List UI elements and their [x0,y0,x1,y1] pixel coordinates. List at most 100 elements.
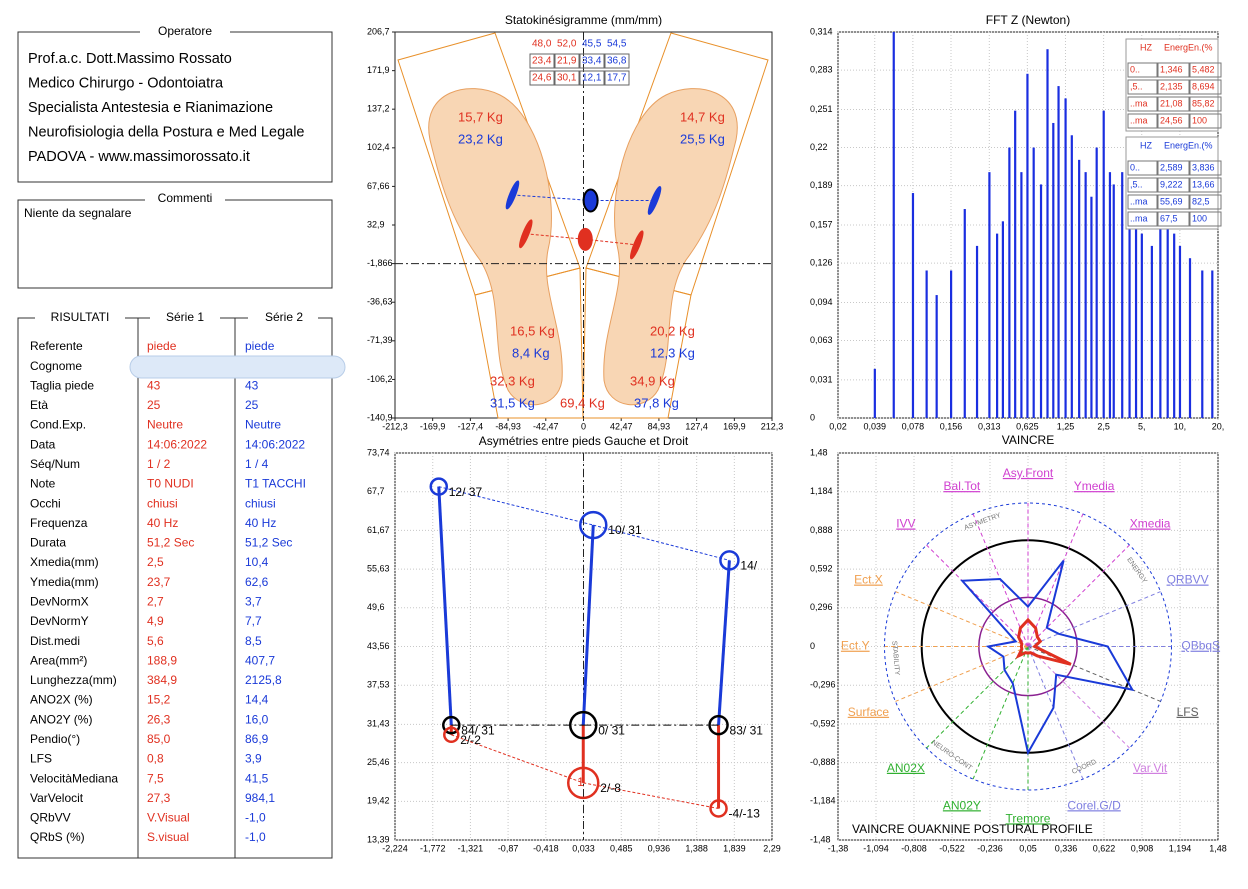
axis-label: Var.Vit [1133,761,1168,775]
serie1-value: 27,3 [147,791,171,805]
row-label: LFS [30,752,52,766]
cell [604,70,630,86]
cell-text: 33,4 [582,56,602,67]
operator-line: Medico Chirurgo - Odontoiatra [28,75,224,91]
row-label: DevNormY [30,614,89,628]
cell-text: 36,8 [607,56,627,67]
serie2-value: 8,5 [245,634,262,648]
y-tick-label: 67,7 [367,486,385,496]
link [717,560,731,726]
legend-cell [1189,177,1222,193]
cell-text: 45,5 [582,39,602,50]
link [593,524,730,561]
x-tick-label: 0,078 [902,421,925,431]
x-axis-label: VAINCRE [1002,433,1054,447]
row-label: Durata [30,536,66,550]
serie2-value: 25 [245,398,259,412]
row-label: Séq/Num [30,457,80,471]
axis-label: Ect.Y [841,639,870,653]
y-tick-label: 0,592 [810,563,833,573]
cell-text: 17,7 [607,73,627,84]
x-tick-label: 1,388 [685,843,708,853]
legend-box [1125,38,1219,132]
legend-cell [1127,96,1158,112]
bar [1026,73,1029,419]
axis-label: QBbqS [1181,639,1220,653]
legend-cell-text: 85,82 [1192,98,1215,108]
serie1-value: 25 [147,398,161,412]
y-tick-label: 0 [810,412,815,422]
serie2-value: 3,7 [245,594,262,608]
sway-point [647,186,662,215]
bar [1046,49,1049,418]
bar [892,32,895,418]
x-tick-label: 0,156 [940,421,963,431]
point [719,550,740,571]
serie1-value: 1 / 2 [147,457,171,471]
y-tick-label: 0,22 [810,142,828,152]
legend-cell-text: ..ma [1130,115,1148,125]
row-label: Dist.medi [30,634,80,648]
legend-cell [1189,79,1222,95]
legend-cell [1189,160,1222,176]
serie2-value: 62,6 [245,575,269,589]
spoke [1027,513,1084,647]
row-label: Cognome [30,359,82,373]
serie2-value: 7,7 [245,614,262,628]
x-tick-label: 5, [1138,421,1146,431]
point-label: 12/ 37 [449,485,483,499]
sway-point [519,219,533,249]
bar [1201,270,1204,418]
legend-cell [1189,113,1222,129]
sway-point [582,188,599,213]
bar [1008,147,1011,418]
legend-cell [1189,211,1222,227]
serie2-value: 3,9 [245,752,262,766]
serie1-value: 0,8 [147,752,164,766]
cell [529,70,555,86]
x-tick-label: -1,094 [863,843,889,853]
weight-label: 15,7 Kg [458,109,503,124]
cell [604,53,630,69]
x-tick-label: 0,625 [1016,421,1039,431]
legend-header: EnergEn.(% [1164,42,1213,52]
x-tick-label: 0,033 [572,843,595,853]
weight-label: 37,8 Kg [634,395,679,410]
x-tick-label: 20, [1212,421,1225,431]
legend-cell [1157,177,1190,193]
point [708,714,729,736]
legend-cell-text: 100 [1192,213,1207,223]
y-tick-label: 0,251 [810,104,833,114]
row-label: ANO2Y (%) [30,712,92,726]
x-tick-label: -84,93 [495,421,521,431]
bar [996,233,999,418]
cell-text: 30,1 [557,73,577,84]
x-tick-label: 2,29 [763,843,781,853]
row-label: ANO2X (%) [30,693,93,707]
chart-title: Statokinésigramme (mm/mm) [505,13,662,27]
selection-box[interactable] [129,355,346,379]
axis-label: AN02X [887,761,925,775]
serie1-value: V.Visual [147,811,190,825]
x-tick-label: -212,3 [382,421,408,431]
row-label: Taglia piede [30,378,94,392]
y-tick-label: 206,7 [367,26,390,36]
legend-cell [1127,62,1158,78]
spoke [1027,544,1130,647]
sway-point [505,180,520,210]
legend-cell-text: 3,836 [1192,162,1215,172]
bar [1039,184,1043,418]
point-label: 1 [577,775,584,789]
bar [1112,184,1115,418]
serie1-value: 15,2 [147,693,171,707]
y-tick-label: 37,53 [367,680,390,690]
x-tick-label: 0,622 [1093,843,1116,853]
y-tick-label: -140,9 [367,412,393,422]
sway-point [577,227,593,251]
row-label: Pendio(°) [30,732,80,746]
operator-line: PADOVA - www.massimorossato.it [28,149,250,165]
operator-line: Prof.a.c. Dott.Massimo Rossato [28,51,232,67]
y-tick-label: 25,46 [367,757,390,767]
x-tick-label: 10, [1174,421,1187,431]
bar [1166,172,1169,418]
